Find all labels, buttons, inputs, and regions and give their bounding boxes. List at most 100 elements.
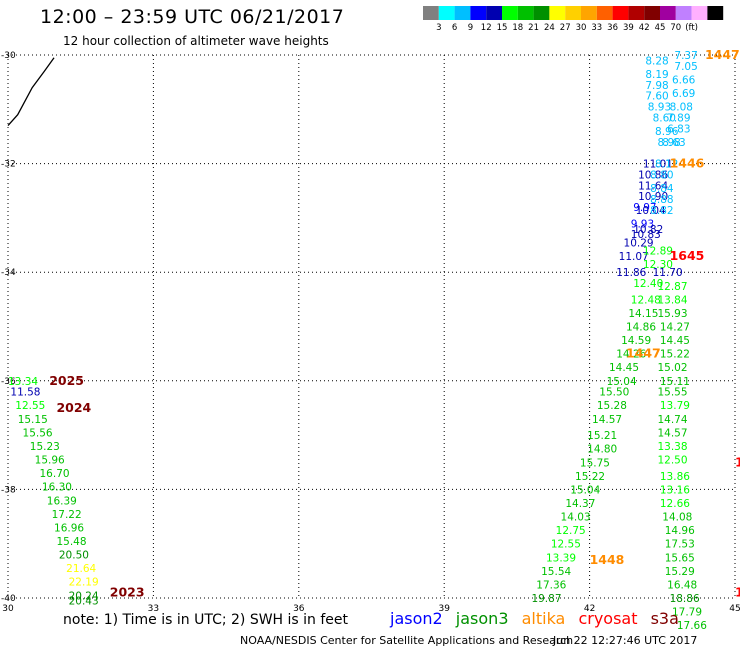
wave-height-jason2: 11.07: [619, 251, 649, 263]
time-label: 1448: [590, 552, 625, 567]
time-label: 2025: [49, 373, 84, 388]
x-tick-label: 42: [584, 604, 595, 614]
color-scale-label: 33: [591, 23, 602, 33]
wave-height-jason3: 15.75: [580, 457, 610, 469]
wave-height-jason3: 14.45: [609, 362, 639, 374]
wave-height-altika: 8.88: [650, 194, 673, 206]
wave-height-jason3: 12.66: [660, 498, 690, 510]
color-scale-label: 42: [639, 23, 650, 33]
wave-height-altika: 8.19: [645, 69, 668, 81]
wave-height-jason3: 13.84: [657, 294, 687, 306]
time-label: 2024: [56, 400, 91, 415]
wave-height-jason3: 15.22: [660, 349, 690, 361]
y-tick-label: -38: [1, 485, 16, 495]
wave-height-jason2: 10.29: [624, 237, 654, 249]
wave-height-jason3: 15.23: [30, 441, 60, 453]
wave-height-jason3: 15.54: [541, 566, 571, 578]
time-label: 1447: [626, 346, 661, 361]
wave-height-jason3: 14.27: [660, 322, 690, 334]
wave-height-jason3: 20.43: [69, 596, 99, 608]
color-scale-label: 36: [607, 23, 618, 33]
wave-height-altika: 7.98: [645, 80, 668, 92]
wave-height-jason3: 15.50: [599, 387, 629, 399]
color-swatch: [517, 6, 534, 20]
wave-height-jason3: 14.96: [665, 525, 695, 537]
wave-height-jason3: 15.21: [587, 430, 617, 442]
wave-height-jason3: 14.26: [616, 349, 646, 361]
wave-height-jason3: 20.50: [59, 550, 89, 562]
color-swatch: [691, 6, 708, 20]
wave-height-altika: 6.83: [667, 123, 690, 135]
color-scale-label: 15: [497, 23, 508, 33]
wave-height-jason2: 10.90: [638, 191, 668, 203]
wave-height-jason3: 13.34: [8, 376, 38, 388]
legend-s3a: s3a: [650, 609, 679, 628]
legend-cryosat: cryosat: [578, 609, 638, 628]
footer-note: note: 1) Time is in UTC; 2) SWH is in fe…: [63, 612, 349, 628]
wave-height-jason3: 12.55: [15, 400, 45, 412]
wave-height-jason3: 14.74: [657, 414, 687, 426]
wave-height-altika: 6.66: [672, 74, 696, 86]
wave-height-jason2: 11.86: [616, 267, 646, 279]
x-tick-label: 36: [293, 604, 305, 614]
color-scale-label: 3: [436, 23, 441, 33]
coastline: [7, 57, 55, 127]
time-label: 2023: [110, 585, 145, 600]
wave-height-jason3: 14.59: [621, 335, 651, 347]
wave-height-jason3: 16.70: [40, 468, 70, 480]
wave-height-altika: 6.69: [672, 88, 695, 100]
wave-height-jason2: 11.58: [10, 387, 40, 399]
color-swatch: [581, 6, 597, 20]
color-swatch: [660, 6, 676, 20]
wave-height-altika: 7.89: [667, 112, 690, 124]
wave-height-jason3: 12.75: [556, 525, 586, 537]
wave-height-jason3: 17.79: [672, 607, 702, 619]
time-label: 1645: [735, 454, 740, 469]
color-scale-label: 12: [481, 23, 492, 33]
wave-height-altika: 8.12: [655, 159, 678, 171]
x-tick-label: 30: [2, 604, 14, 614]
wave-height-altika: 8.98: [657, 137, 680, 149]
wave-height-jason3: 12.50: [657, 455, 687, 467]
wave-height-jason3: 15.55: [657, 387, 687, 399]
wave-height-altika: 8.63: [662, 137, 685, 149]
wave-height-jason2: 9.97: [633, 202, 656, 214]
color-swatch: [612, 6, 629, 20]
wave-height-jason3: 12.87: [657, 281, 687, 293]
wave-height-jason3: 15.02: [657, 362, 687, 374]
wave-height-jason3: 15.56: [23, 427, 53, 439]
wave-height-jason2: 10.83: [631, 229, 661, 241]
wave-height-jason3: 12.48: [631, 294, 661, 306]
x-tick-label: 33: [148, 604, 159, 614]
wave-height-jason3: 15.22: [575, 471, 605, 483]
y-tick-label: -40: [1, 594, 16, 604]
wave-height-jason3: 22.19: [69, 577, 99, 589]
wave-height-altika: 8.93: [648, 102, 671, 114]
wave-height-jason2: 11.70: [653, 267, 683, 279]
wave-height-jason3: 13.86: [660, 471, 690, 483]
time-label: 1446: [670, 156, 705, 171]
color-scale-label: 21: [528, 23, 539, 33]
y-tick-label: -32: [1, 160, 16, 170]
color-swatch: [438, 6, 455, 20]
color-scale-label: 45: [655, 23, 666, 33]
color-swatch: [454, 6, 471, 20]
color-scale-label: 39: [623, 23, 634, 33]
wave-height-jason3: 18.86: [670, 593, 700, 605]
wave-height-jason3: 14.15: [628, 308, 658, 320]
wave-height-jason3: 17.53: [665, 539, 695, 551]
wave-height-jason3: 15.04: [607, 376, 637, 388]
wave-height-jason3: 15.28: [597, 400, 627, 412]
color-swatch: [502, 6, 518, 20]
wave-height-jason3: 20.24: [69, 590, 99, 602]
wave-height-jason3: 13.16: [660, 484, 690, 496]
wave-height-jason3: 14.37: [565, 498, 595, 510]
wave-height-altika: 7.60: [645, 91, 668, 103]
color-swatch: [675, 6, 692, 20]
wave-height-jason3: 15.04: [570, 484, 600, 496]
color-swatch: [596, 6, 613, 20]
legend-jason3: jason3: [455, 609, 509, 628]
wave-height-jason3: 15.29: [665, 566, 695, 578]
color-scale-label: 70: [670, 23, 681, 33]
